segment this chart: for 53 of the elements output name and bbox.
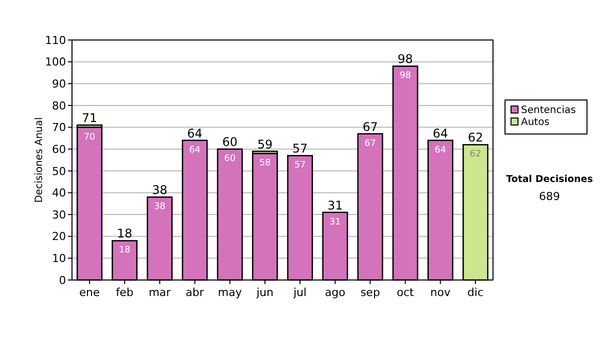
total-label: 60	[222, 135, 238, 150]
y-tick-label: 60	[52, 142, 66, 156]
x-tick-label: ago	[324, 286, 346, 299]
total-label: 62	[468, 130, 484, 145]
y-tick-label: 50	[52, 164, 66, 178]
x-tick-label: dic	[467, 286, 484, 299]
total-label: 71	[82, 111, 98, 126]
total-label: 18	[116, 226, 132, 241]
total-label: 38	[152, 183, 168, 198]
y-tick-label: 100	[45, 56, 66, 69]
data-label: 98	[400, 71, 412, 82]
data-label: 62	[470, 150, 482, 160]
y-tick-label: 10	[52, 252, 66, 266]
x-tick-label: jul	[292, 286, 307, 299]
x-tick-label: jun	[255, 286, 274, 299]
total-label: 59	[257, 137, 273, 152]
data-label: 70	[84, 132, 96, 142]
x-tick-label: abr	[186, 286, 204, 299]
data-label: 60	[224, 154, 236, 164]
y-tick-label: 90	[52, 77, 66, 90]
y-tick-label: 30	[52, 208, 66, 222]
data-label: 58	[259, 158, 271, 168]
text: Total Decisiones	[506, 174, 594, 185]
y-tick-label: 110	[45, 34, 66, 47]
legend-label: Sentencias	[521, 105, 576, 116]
data-label: 18	[118, 246, 131, 256]
total-label: 64	[187, 126, 202, 140]
data-label: 64	[189, 145, 201, 156]
x-tick-label: feb	[116, 286, 134, 299]
x-tick-label: nov	[430, 286, 451, 299]
data-label: 57	[294, 160, 306, 171]
total-label: 64	[432, 126, 448, 140]
y-tick-label: 80	[52, 99, 66, 112]
y-tick-label: 40	[52, 186, 66, 200]
legend-label: Autos	[521, 117, 550, 128]
x-tick-label: sep	[360, 286, 380, 299]
x-tick-label: ene	[79, 286, 100, 299]
y-tick-label: 0	[59, 274, 66, 287]
data-label: 67	[364, 138, 376, 149]
text: 689	[539, 190, 560, 203]
y-tick-label: 70	[52, 121, 66, 134]
x-tick-label: oct	[396, 286, 415, 299]
y-tick-label: 20	[52, 230, 66, 244]
total-label: 31	[327, 198, 343, 212]
data-label: 31	[329, 217, 341, 228]
total-label: 57	[292, 142, 308, 156]
data-label: 38	[154, 202, 166, 212]
x-tick-label: may	[218, 286, 242, 299]
total-label: 98	[398, 52, 413, 66]
y-axis-title: Decisiones Anual	[34, 117, 45, 203]
data-label: 64	[434, 145, 446, 156]
total-label: 67	[362, 120, 378, 134]
x-tick-label: mar	[148, 286, 172, 299]
